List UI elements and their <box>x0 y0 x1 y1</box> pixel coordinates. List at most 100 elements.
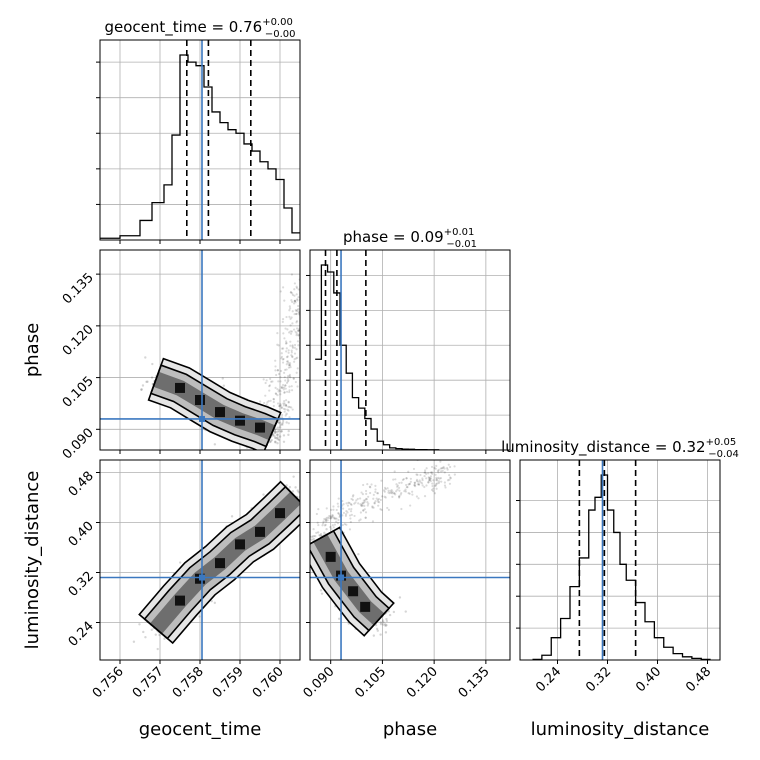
sample-point <box>275 373 278 377</box>
sample-point <box>437 481 441 485</box>
x-tick-label: 0.758 <box>170 664 207 701</box>
panel-title-phase: phase = 0.09+0.01 −0.01 <box>343 227 477 250</box>
sample-point <box>304 336 306 338</box>
sample-point <box>273 430 276 433</box>
sample-point <box>430 488 434 491</box>
sample-point <box>429 475 433 478</box>
sample-point <box>304 305 306 307</box>
sample-point <box>386 506 389 510</box>
sample-point <box>307 538 309 540</box>
sample-point <box>437 471 440 474</box>
sample-point <box>353 514 356 518</box>
truth-marker <box>199 415 205 422</box>
sample-point <box>353 502 356 505</box>
sample-point <box>324 523 327 526</box>
sample-point <box>319 533 323 536</box>
sample-point <box>396 488 399 491</box>
sample-point <box>435 478 438 482</box>
sample-point <box>367 495 370 498</box>
sample-point <box>301 297 303 299</box>
sample-point <box>312 528 315 531</box>
sample-point <box>296 309 299 312</box>
sample-point <box>317 508 320 511</box>
sample-point <box>300 486 302 488</box>
sample-point <box>331 524 334 527</box>
title-minus: −0.01 <box>446 239 477 250</box>
sample-point <box>381 619 385 622</box>
sample-point <box>408 482 411 486</box>
x-tick-label: 0.48 <box>683 664 714 695</box>
sample-point <box>274 365 277 368</box>
panel-phase-vs-luminosity_distance <box>306 459 511 664</box>
sample-point <box>310 535 314 539</box>
title-main: phase = 0.09 <box>343 228 444 246</box>
sample-point <box>306 295 308 297</box>
sample-point <box>416 483 419 486</box>
sample-point <box>413 484 416 487</box>
sample-point <box>290 330 294 333</box>
sample-point <box>363 508 366 511</box>
panel-frame <box>99 459 301 661</box>
sample-point <box>285 350 288 353</box>
sample-point <box>424 471 427 474</box>
sample-point <box>443 467 446 470</box>
sample-point <box>283 368 287 371</box>
sample-point <box>276 426 280 429</box>
sample-point <box>283 371 286 374</box>
title-main: luminosity_distance = 0.32 <box>501 438 705 457</box>
density-cell <box>175 595 185 606</box>
sample-point <box>349 517 352 520</box>
sample-point <box>297 310 300 313</box>
sample-point <box>305 300 307 302</box>
sample-point <box>361 502 364 506</box>
sample-point <box>280 430 283 433</box>
sample-point <box>384 488 387 491</box>
sample-point <box>278 426 282 429</box>
sample-point <box>279 421 282 424</box>
sample-point <box>400 491 403 495</box>
sample-point <box>377 504 380 507</box>
sample-point <box>423 474 426 478</box>
sample-point <box>276 343 279 346</box>
sample-point <box>323 531 326 535</box>
sample-point <box>270 380 273 383</box>
sample-point <box>404 610 407 613</box>
sample-point <box>280 355 283 358</box>
sample-point <box>293 294 296 297</box>
sample-point <box>392 492 396 495</box>
sample-point <box>333 523 336 526</box>
sample-point <box>324 520 328 523</box>
sample-point <box>371 520 375 523</box>
sample-point <box>279 390 282 393</box>
sample-point <box>289 340 292 343</box>
sample-point <box>428 477 431 480</box>
sample-point <box>230 515 234 518</box>
sample-point <box>439 477 443 480</box>
sample-point <box>383 486 387 489</box>
sample-point <box>391 490 394 493</box>
sample-point <box>312 537 315 541</box>
sample-point <box>294 486 297 489</box>
sample-point <box>290 354 293 357</box>
panel-geocent_time-vs-phase <box>96 249 308 454</box>
sample-point <box>315 512 318 516</box>
y-tick-label: 0.120 <box>60 322 97 359</box>
sample-point <box>275 392 278 395</box>
sample-point <box>291 490 295 493</box>
sample-point <box>296 299 299 302</box>
panel-geocent_time-vs-luminosity_distance <box>96 459 302 664</box>
sample-point <box>280 406 283 410</box>
sample-point <box>274 386 277 389</box>
sample-point <box>213 601 217 605</box>
sample-point <box>305 293 307 295</box>
sample-point <box>281 358 285 361</box>
sample-point <box>284 384 287 387</box>
sample-point <box>294 308 297 312</box>
sample-point <box>268 440 272 444</box>
sample-point <box>301 343 303 345</box>
sample-point <box>288 309 291 312</box>
sample-point <box>428 478 432 481</box>
sample-point <box>404 488 407 491</box>
sample-point <box>375 497 378 500</box>
sample-point <box>427 479 431 482</box>
